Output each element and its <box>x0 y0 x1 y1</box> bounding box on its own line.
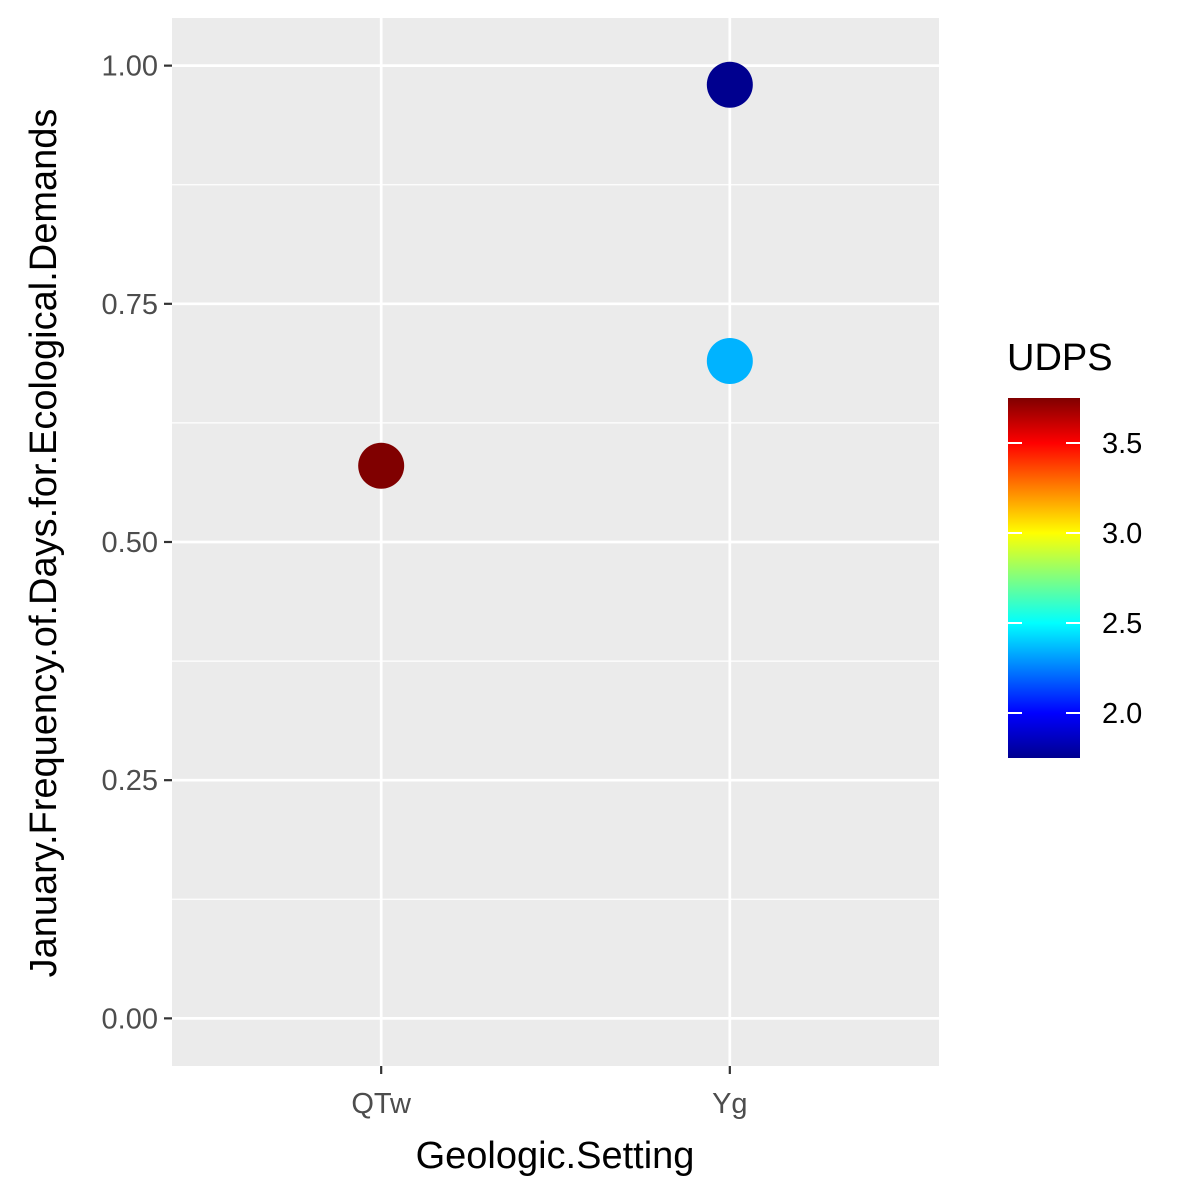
y-tick-label: 0.75 <box>102 289 158 321</box>
x-axis-title: Geologic.Setting <box>416 1135 695 1177</box>
grid-lines <box>172 18 939 1066</box>
data-points <box>358 61 753 489</box>
color-legend: UDPS 2.0 2.5 3.0 3.5 <box>1007 337 1142 758</box>
y-tick-label: 0.50 <box>102 527 158 559</box>
x-tick-label: QTw <box>351 1088 412 1120</box>
y-tick-label: 0.25 <box>102 765 158 797</box>
legend-tick-label: 2.5 <box>1102 608 1142 640</box>
data-point <box>706 337 753 384</box>
legend-tick-label: 3.5 <box>1102 428 1142 460</box>
legend-tick-label: 2.0 <box>1102 698 1142 730</box>
x-axis: QTw Yg <box>351 1066 748 1120</box>
y-tick-label: 0.00 <box>102 1003 158 1035</box>
x-tick-label: Yg <box>712 1088 747 1120</box>
legend-colorbar <box>1008 398 1080 758</box>
data-point <box>706 61 753 108</box>
y-axis: 0.00 0.25 0.50 0.75 1.00 <box>102 51 172 1035</box>
legend-ticks: 2.0 2.5 3.0 3.5 <box>1008 428 1142 730</box>
y-axis-title: January.Frequency.of.Days.for.Ecological… <box>23 109 65 978</box>
y-tick-label: 1.00 <box>102 51 158 83</box>
data-point <box>358 442 405 489</box>
legend-title: UDPS <box>1007 337 1113 379</box>
legend-tick-label: 3.0 <box>1102 518 1142 550</box>
